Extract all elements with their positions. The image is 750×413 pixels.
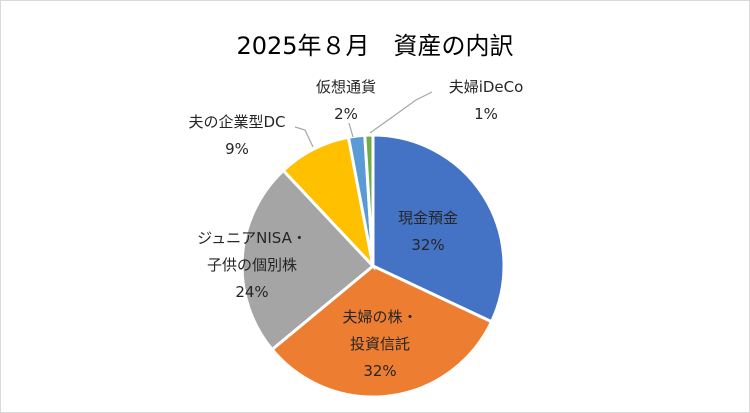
leader-line-4 [348,122,354,138]
data-label-2: ジュニアNISA・子供の個別株 24% [197,229,307,301]
data-label-0: 現金預金 32% [398,209,458,254]
data-label-5: 夫婦iDeCo 1% [449,78,524,123]
pie-slice-2 [240,168,376,352]
pie-slice-0 [371,133,506,324]
pie-slice-5 [363,133,375,267]
data-label-1: 夫婦の株・投資信託 32% [342,308,417,380]
pie-slice-1 [269,264,494,399]
leader-line-5 [369,91,433,134]
data-label-4: 仮想通貨 2% [316,78,376,123]
chart-title: 2025年８月 資産の内訳 [236,32,514,60]
data-label-3: 夫の企業型DC 9% [188,113,285,158]
leader-line-3 [294,126,314,148]
